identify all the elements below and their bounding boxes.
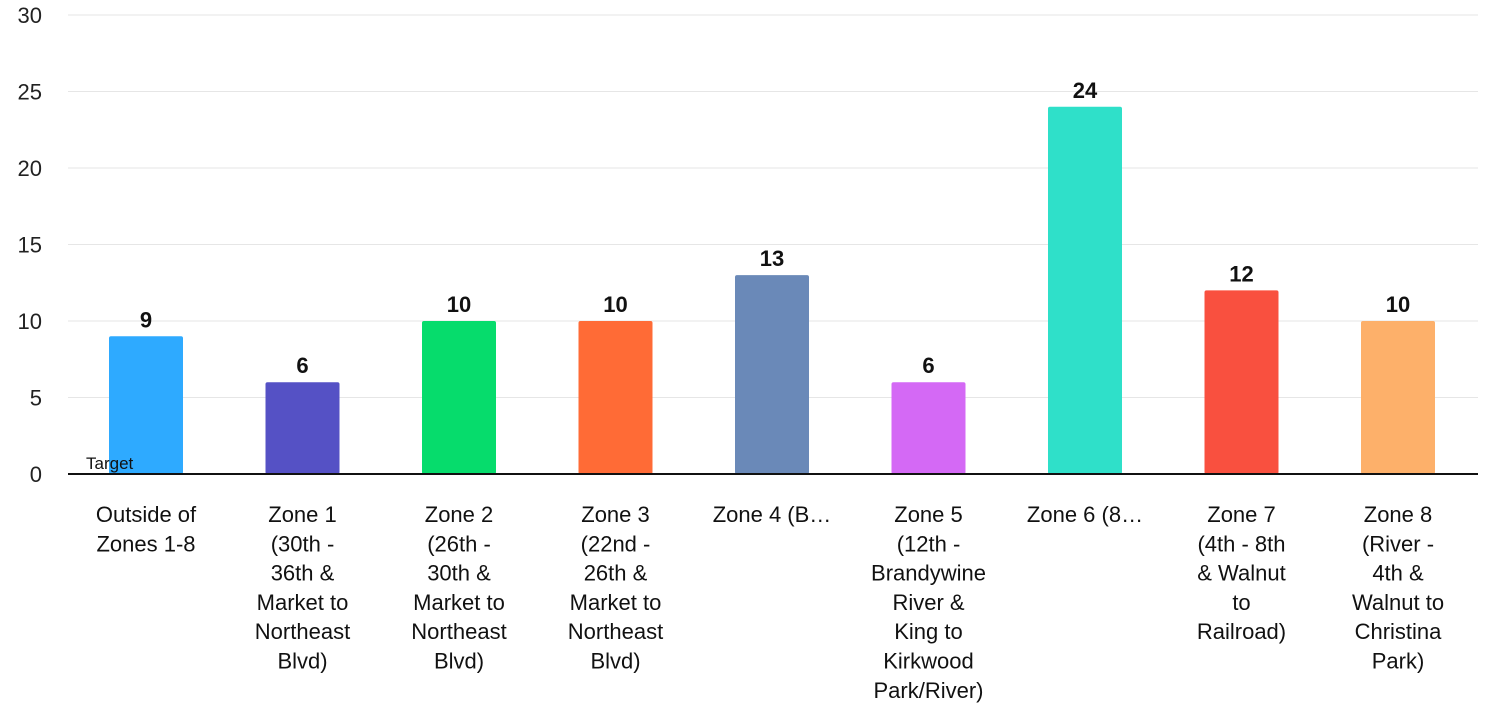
x-tick-label-line: 36th &	[271, 561, 335, 586]
x-tick-label-line: Zone 6 (8…	[1027, 502, 1143, 527]
y-tick-label: 15	[18, 233, 42, 258]
x-axis-labels: Outside of Zones 1-8 Zone 1 (30th - 36th & Ma…	[96, 502, 1444, 703]
x-tick-label-line: Zone 5	[894, 502, 963, 527]
bars	[109, 106, 1435, 475]
bar	[1048, 106, 1122, 475]
x-tick-label: Zone 4 (B…	[713, 502, 832, 527]
x-tick-label-line: Zone 8	[1364, 502, 1433, 527]
x-tick-label: Zone 3 (22nd - 26th & Market to Northeast Blv…	[568, 502, 663, 674]
data-labels: 9 6 10 10 13 6 24 12 10	[140, 78, 1410, 378]
y-tick-label: 0	[30, 462, 42, 487]
x-tick-label: Zone 8 (River - 4th & Walnut to Christina Par…	[1352, 502, 1444, 674]
y-tick-label: 25	[18, 80, 42, 105]
x-tick-label-line: (30th -	[271, 531, 335, 556]
data-label: 24	[1073, 78, 1098, 103]
x-tick-label-line: 4th &	[1372, 561, 1424, 586]
x-tick-label-line: Zones 1-8	[96, 531, 195, 556]
data-label: 6	[296, 353, 308, 378]
data-label: 13	[760, 246, 784, 271]
x-tick-label-line: Northeast	[411, 619, 506, 644]
x-tick-label-line: Kirkwood	[883, 649, 973, 674]
data-label: 10	[447, 292, 471, 317]
x-tick-label-line: & Walnut	[1197, 561, 1285, 586]
x-tick-label-line: Park/River)	[873, 678, 983, 703]
data-label: 6	[922, 353, 934, 378]
x-tick-label-line: Northeast	[255, 619, 350, 644]
bar	[422, 321, 496, 474]
x-tick-label: Zone 6 (8…	[1027, 502, 1143, 527]
x-tick-label-line: Blvd)	[590, 649, 640, 674]
x-tick-label-line: Market to	[413, 590, 505, 615]
x-tick-label-line: Market to	[257, 590, 349, 615]
data-label: 9	[140, 307, 152, 332]
x-tick-label-line: Walnut to	[1352, 590, 1444, 615]
x-tick-label-line: Christina	[1355, 619, 1443, 644]
x-tick-label-line: Brandywine	[871, 561, 986, 586]
y-axis-ticks: 0 5 10 15 20 25 30	[18, 3, 42, 487]
x-tick-label: Zone 2 (26th - 30th & Market to Northeast Blv…	[411, 502, 506, 674]
x-tick-label-line: Railroad)	[1197, 619, 1286, 644]
x-tick-label-line: (26th -	[427, 531, 491, 556]
x-tick-label-line: River &	[892, 590, 964, 615]
target-annotation: Target	[86, 454, 134, 473]
x-tick-label-line: (12th -	[897, 531, 961, 556]
bar	[109, 336, 183, 474]
x-tick-label-line: Blvd)	[434, 649, 484, 674]
x-tick-label-line: Zone 4 (B…	[713, 502, 832, 527]
data-label: 10	[603, 292, 627, 317]
x-tick-label-line: (River -	[1362, 531, 1434, 556]
data-label: 10	[1386, 292, 1410, 317]
bar	[735, 275, 809, 474]
x-tick-label-line: (22nd -	[581, 531, 651, 556]
x-tick-label-line: Zone 2	[425, 502, 494, 527]
y-tick-label: 30	[18, 3, 42, 28]
bar	[265, 382, 340, 474]
x-tick-label-line: Zone 3	[581, 502, 650, 527]
x-tick-label-line: Northeast	[568, 619, 663, 644]
x-tick-label-line: Outside of	[96, 502, 197, 527]
data-label: 12	[1229, 261, 1253, 286]
x-tick-label-line: Park)	[1372, 649, 1425, 674]
x-tick-label: Zone 1 (30th - 36th & Market to Northeast Blv…	[255, 502, 350, 674]
y-tick-label: 5	[30, 386, 42, 411]
x-tick-label-line: King to	[894, 619, 963, 644]
x-tick-label-line: 26th &	[584, 561, 648, 586]
bar	[578, 321, 653, 474]
x-tick-label-line: 30th &	[427, 561, 491, 586]
x-tick-label-line: Zone 1	[268, 502, 337, 527]
x-tick-label: Zone 5 (12th - Brandywine River & King to Kir…	[871, 502, 986, 703]
x-tick-label: Outside of Zones 1-8	[96, 502, 197, 556]
bar	[1361, 321, 1435, 474]
y-tick-label: 20	[18, 156, 42, 181]
x-tick-label-line: Blvd)	[277, 649, 327, 674]
x-tick-label-line: Market to	[570, 590, 662, 615]
x-tick-label-line: (4th - 8th	[1197, 531, 1285, 556]
bar	[1204, 290, 1279, 474]
x-tick-label: Zone 7 (4th - 8th & Walnut to Railroad)	[1197, 502, 1286, 644]
x-tick-label-line: to	[1232, 590, 1250, 615]
bar	[891, 382, 966, 474]
y-tick-label: 10	[18, 309, 42, 334]
x-tick-label-line: Zone 7	[1207, 502, 1276, 527]
